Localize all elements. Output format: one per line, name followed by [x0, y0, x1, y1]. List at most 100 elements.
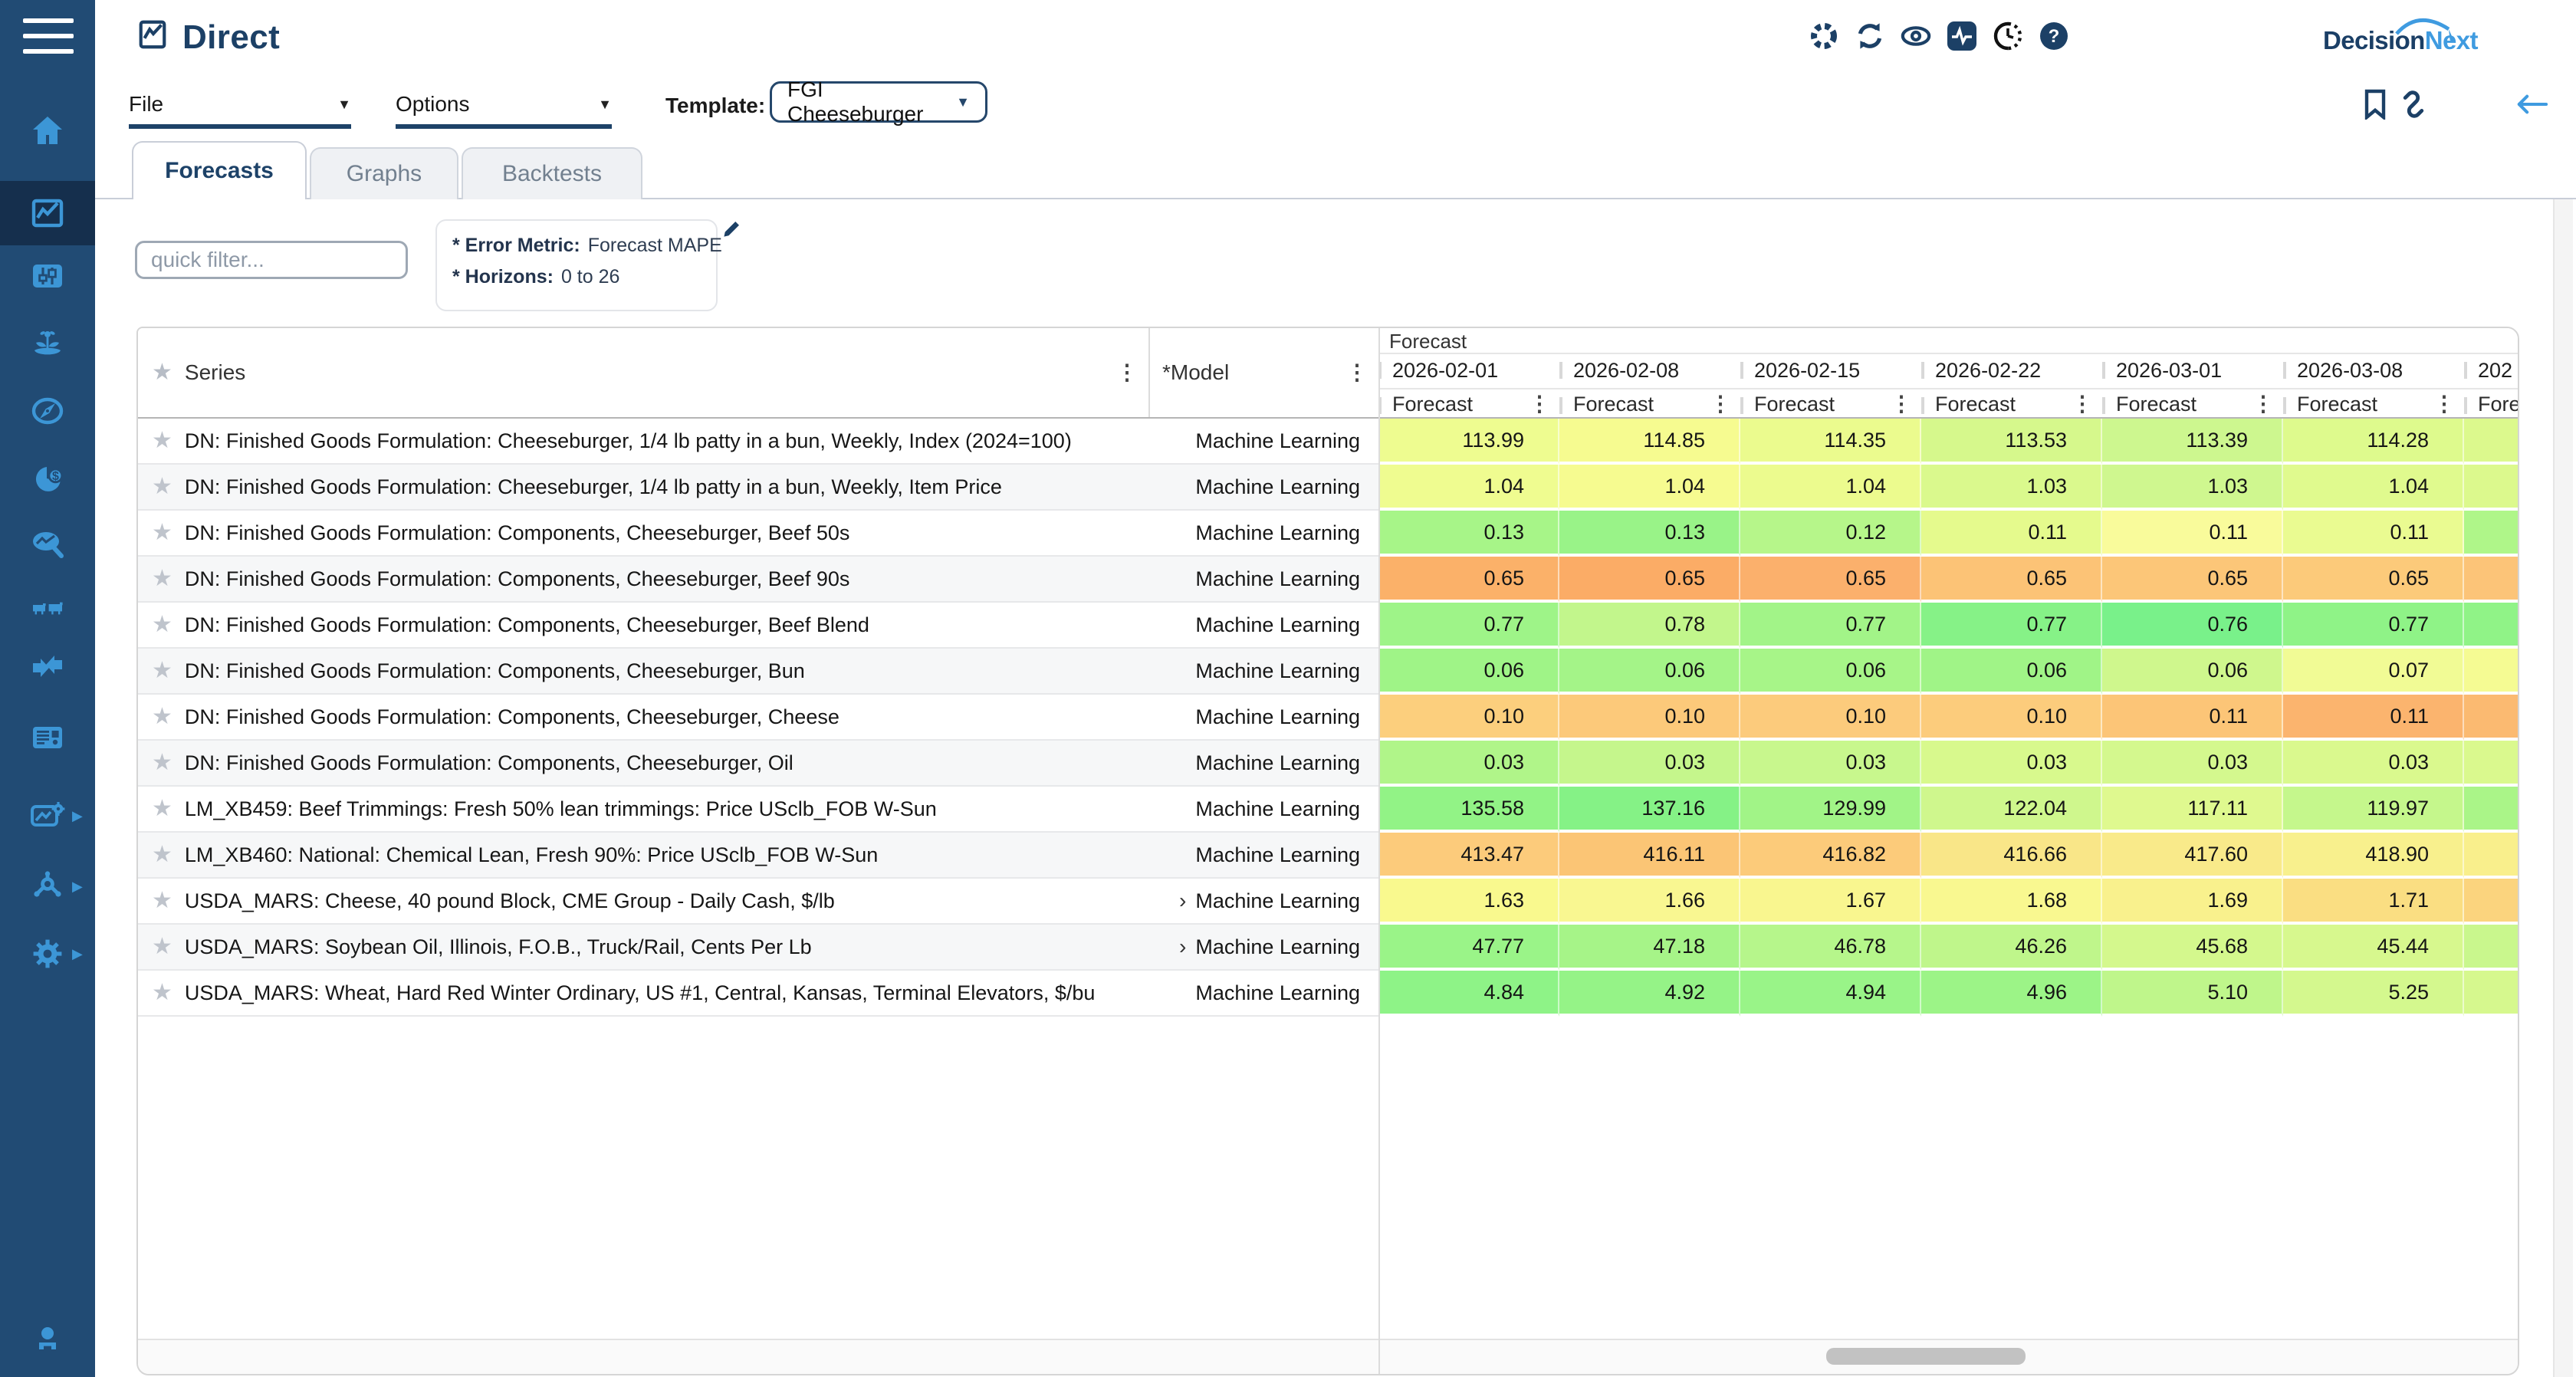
forecast-value-cell[interactable]: 0.11: [2283, 511, 2464, 557]
forecast-value-cell[interactable]: 0.06: [1740, 649, 1921, 695]
series-column-header[interactable]: ★ Series ⋮: [138, 328, 1150, 417]
star-icon[interactable]: ★: [152, 474, 172, 499]
series-cell[interactable]: ★ DN: Finished Goods Formulation: Cheeseb…: [138, 419, 1150, 465]
date-column-header[interactable]: 202: [2464, 354, 2518, 388]
forecast-value-cell[interactable]: 1.04: [2283, 465, 2464, 511]
forecast-value-cell[interactable]: 113.53: [1921, 419, 2102, 465]
star-icon[interactable]: ★: [152, 612, 172, 637]
forecast-value-cell[interactable]: 0.12: [1740, 511, 1921, 557]
forecast-value-cell[interactable]: 0.06: [1559, 649, 1740, 695]
series-cell[interactable]: ★ USDA_MARS: Wheat, Hard Red Winter Ordin…: [138, 971, 1150, 1017]
forecast-value-cell[interactable]: 1.67: [1740, 879, 1921, 925]
forecast-value-cell[interactable]: 1.03: [2102, 465, 2283, 511]
forecast-value-cell[interactable]: 0.13: [1559, 511, 1740, 557]
forecast-value-cell[interactable]: 0.76: [2102, 603, 2283, 649]
forecast-value-cell[interactable]: 5.25: [2283, 971, 2464, 1017]
forecast-subheader[interactable]: Forecast: [2464, 389, 2518, 419]
forecast-value-cell[interactable]: 0.11: [2102, 511, 2283, 557]
sidebar-item-home[interactable]: [29, 112, 66, 149]
series-cell[interactable]: ★ DN: Finished Goods Formulation: Compone…: [138, 603, 1150, 649]
forecast-value-cell[interactable]: 0.13: [1378, 511, 1559, 557]
forecast-value-cell[interactable]: 0.65: [1921, 557, 2102, 603]
forecast-value-cell[interactable]: 4.96: [1921, 971, 2102, 1017]
model-cell[interactable]: Machine Learning: [1150, 511, 1378, 557]
star-icon[interactable]: ★: [152, 750, 172, 775]
column-menu-icon[interactable]: ⋮: [2252, 392, 2274, 416]
forecast-value-cell[interactable]: [2464, 787, 2518, 833]
expand-icon[interactable]: ›: [1179, 889, 1187, 912]
options-menu[interactable]: Options ▼: [396, 86, 612, 129]
star-icon[interactable]: ★: [152, 980, 172, 1005]
sidebar-item-user[interactable]: [29, 1320, 66, 1357]
forecast-value-cell[interactable]: 47.18: [1559, 925, 1740, 971]
activity-icon[interactable]: [1946, 20, 1978, 52]
forecast-value-cell[interactable]: 1.03: [1921, 465, 2102, 511]
forecast-value-cell[interactable]: 0.03: [2102, 741, 2283, 787]
sidebar-item-image-gear[interactable]: [29, 797, 66, 834]
forecast-value-cell[interactable]: [2464, 741, 2518, 787]
submenu-arrow-icon[interactable]: ▶: [72, 946, 83, 961]
forecast-value-cell[interactable]: 1.04: [1559, 465, 1740, 511]
model-cell[interactable]: Machine Learning: [1150, 833, 1378, 879]
horizontal-scrollbar-thumb[interactable]: [1826, 1348, 2026, 1365]
model-cell[interactable]: › Machine Learning: [1150, 925, 1378, 971]
forecast-value-cell[interactable]: 113.39: [2102, 419, 2283, 465]
forecast-value-cell[interactable]: 0.77: [2283, 603, 2464, 649]
quick-filter-input[interactable]: [135, 241, 408, 279]
edit-pencil-icon[interactable]: [721, 218, 742, 239]
refresh-icon[interactable]: [1854, 20, 1886, 52]
vertical-scrollbar[interactable]: [2553, 199, 2573, 1377]
column-menu-icon[interactable]: ⋮: [1116, 360, 1138, 384]
forecast-value-cell[interactable]: 1.69: [2102, 879, 2283, 925]
star-icon[interactable]: ★: [152, 796, 172, 821]
hamburger-menu-icon[interactable]: [23, 18, 74, 55]
model-cell[interactable]: Machine Learning: [1150, 695, 1378, 741]
forecast-value-cell[interactable]: [2464, 925, 2518, 971]
tab-graphs[interactable]: Graphs: [310, 147, 458, 199]
sidebar-item-compass[interactable]: [29, 393, 66, 429]
forecast-value-cell[interactable]: 0.07: [2283, 649, 2464, 695]
forecast-value-cell[interactable]: 1.66: [1559, 879, 1740, 925]
model-cell[interactable]: Machine Learning: [1150, 649, 1378, 695]
forecast-value-cell[interactable]: 1.63: [1378, 879, 1559, 925]
date-column-header[interactable]: 2026-02-15: [1740, 354, 1921, 388]
eye-icon[interactable]: [1900, 20, 1932, 52]
forecast-subheader[interactable]: Forecast ⋮: [1378, 389, 1559, 419]
model-cell[interactable]: Machine Learning: [1150, 603, 1378, 649]
sidebar-item-settings[interactable]: [29, 935, 66, 972]
sidebar-item-hub[interactable]: [29, 868, 66, 905]
date-column-header[interactable]: 2026-02-08: [1559, 354, 1740, 388]
tab-backtests[interactable]: Backtests: [462, 147, 642, 199]
series-cell[interactable]: ★ USDA_MARS: Soybean Oil, Illinois, F.O.B…: [138, 925, 1150, 971]
forecast-value-cell[interactable]: 0.03: [1378, 741, 1559, 787]
forecast-value-cell[interactable]: [2464, 419, 2518, 465]
forecast-value-cell[interactable]: 114.28: [2283, 419, 2464, 465]
forecast-value-cell[interactable]: 416.66: [1921, 833, 2102, 879]
forecast-value-cell[interactable]: 418.90: [2283, 833, 2464, 879]
model-cell[interactable]: Machine Learning: [1150, 465, 1378, 511]
file-menu[interactable]: File ▼: [129, 86, 351, 129]
forecast-value-cell[interactable]: 416.11: [1559, 833, 1740, 879]
series-cell[interactable]: ★ USDA_MARS: Cheese, 40 pound Block, CME …: [138, 879, 1150, 925]
forecast-value-cell[interactable]: 0.65: [1378, 557, 1559, 603]
forecast-value-cell[interactable]: 0.65: [2283, 557, 2464, 603]
forecast-value-cell[interactable]: 117.11: [2102, 787, 2283, 833]
series-cell[interactable]: ★ DN: Finished Goods Formulation: Compone…: [138, 557, 1150, 603]
forecast-value-cell[interactable]: [2464, 971, 2518, 1017]
forecast-value-cell[interactable]: 46.78: [1740, 925, 1921, 971]
forecast-value-cell[interactable]: 4.84: [1378, 971, 1559, 1017]
date-column-header[interactable]: 2026-03-01: [2102, 354, 2283, 388]
forecast-value-cell[interactable]: 122.04: [1921, 787, 2102, 833]
star-icon[interactable]: ★: [152, 704, 172, 729]
star-icon[interactable]: ★: [152, 934, 172, 959]
bookmark-icon[interactable]: [2358, 87, 2392, 121]
star-icon[interactable]: ★: [152, 658, 172, 683]
series-cell[interactable]: ★ LM_XB459: Beef Trimmings: Fresh 50% lea…: [138, 787, 1150, 833]
sidebar-item-pie-dollar[interactable]: $: [29, 460, 66, 497]
forecast-value-cell[interactable]: 46.26: [1921, 925, 2102, 971]
sidebar-item-news[interactable]: [29, 719, 66, 756]
clock-icon[interactable]: [1992, 20, 2024, 52]
star-icon[interactable]: ★: [152, 842, 172, 867]
column-menu-icon[interactable]: ⋮: [1710, 392, 1731, 416]
template-select[interactable]: FGI Cheeseburger ▼: [770, 77, 987, 126]
